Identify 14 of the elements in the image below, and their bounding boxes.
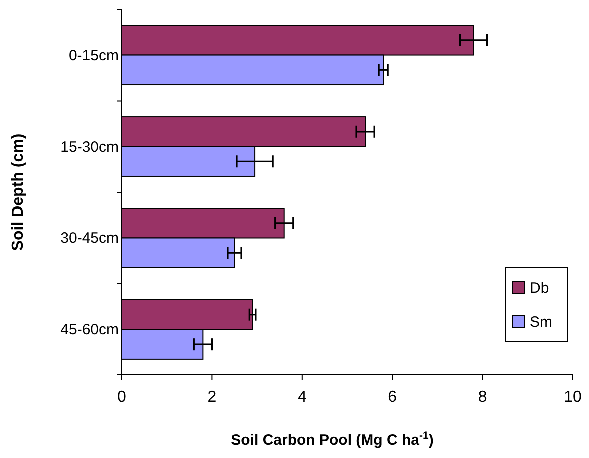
- x-tick-label: 10: [564, 389, 582, 406]
- x-tick-label: 6: [388, 389, 398, 406]
- x-tick-label: 2: [208, 389, 217, 406]
- y-tick-label: 30-45cm: [60, 230, 119, 248]
- x-tick-label: 4: [298, 389, 307, 406]
- y-tick-label: 45-60cm: [60, 322, 119, 339]
- x-tick-label: 8: [478, 389, 488, 406]
- y-tick-label: 15-30cm: [60, 138, 119, 156]
- y-tick-label: 0-15cm: [68, 47, 119, 64]
- x-axis-title: Soil Carbon Pool (Mg C ha$^{-1}$): [231, 430, 434, 449]
- x-tick-label: 0: [118, 389, 127, 406]
- legend-label: Db: [530, 280, 550, 297]
- y-axis-title: Soil Depth (cm): [10, 134, 27, 252]
- legend-label: Sm: [530, 314, 552, 331]
